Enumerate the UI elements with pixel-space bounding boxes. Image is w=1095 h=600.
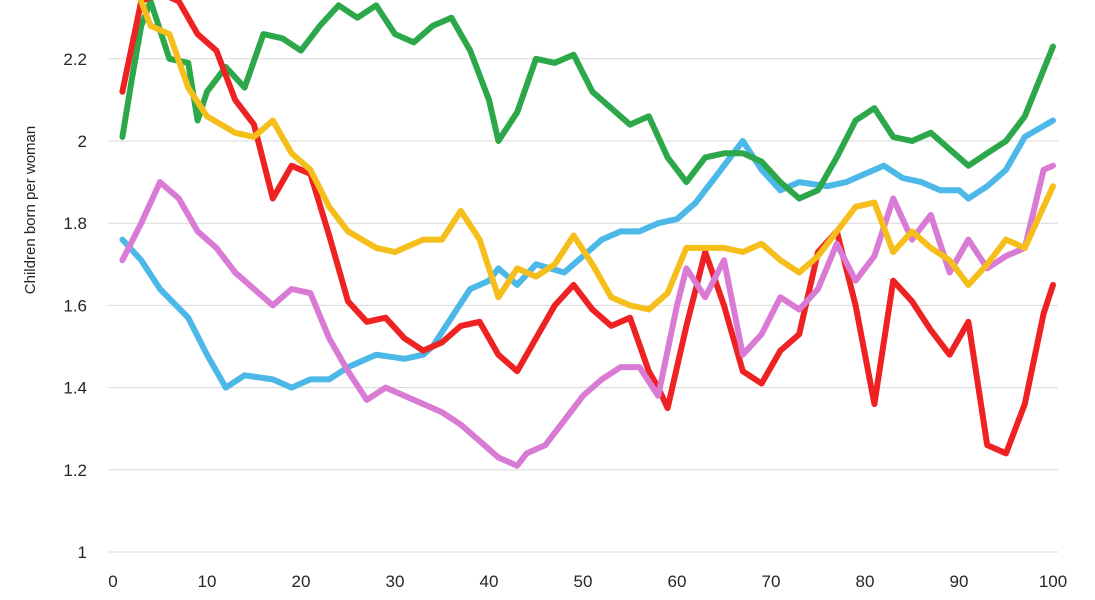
x-tick-label: 60 <box>668 572 687 591</box>
y-tick-label: 1.6 <box>63 296 87 315</box>
gridlines <box>108 58 1058 553</box>
x-tick-label: 90 <box>950 572 969 591</box>
x-tick-label: 10 <box>198 572 217 591</box>
series-line-3 <box>119 0 1056 457</box>
x-tick-label: 70 <box>762 572 781 591</box>
x-tick-label: 100 <box>1039 572 1067 591</box>
x-tick-label: 30 <box>386 572 405 591</box>
y-tick-label: 2 <box>78 132 87 151</box>
series-line-4 <box>119 162 1056 469</box>
y-tick-label: 1 <box>78 543 87 562</box>
x-tick-label: 50 <box>574 572 593 591</box>
x-axis-tick-labels: 0 10 20 30 40 50 60 70 80 90 100 <box>108 572 1067 591</box>
y-axis-label: Children born per woman <box>22 126 39 294</box>
x-tick-label: 40 <box>480 572 499 591</box>
x-tick-label: 0 <box>108 572 117 591</box>
series-line-1 <box>119 117 1056 391</box>
series-line-2 <box>119 0 1056 202</box>
y-axis-tick-labels: 1 1.2 1.4 1.6 1.8 2 2.2 <box>63 50 87 562</box>
y-tick-label: 1.8 <box>63 214 87 233</box>
series-lines <box>119 0 1056 469</box>
x-tick-label: 80 <box>856 572 875 591</box>
y-tick-label: 2.2 <box>63 50 87 69</box>
y-tick-label: 1.4 <box>63 379 87 398</box>
x-tick-label: 20 <box>292 572 311 591</box>
series-line-5 <box>138 0 1056 313</box>
y-tick-label: 1.2 <box>63 461 87 480</box>
